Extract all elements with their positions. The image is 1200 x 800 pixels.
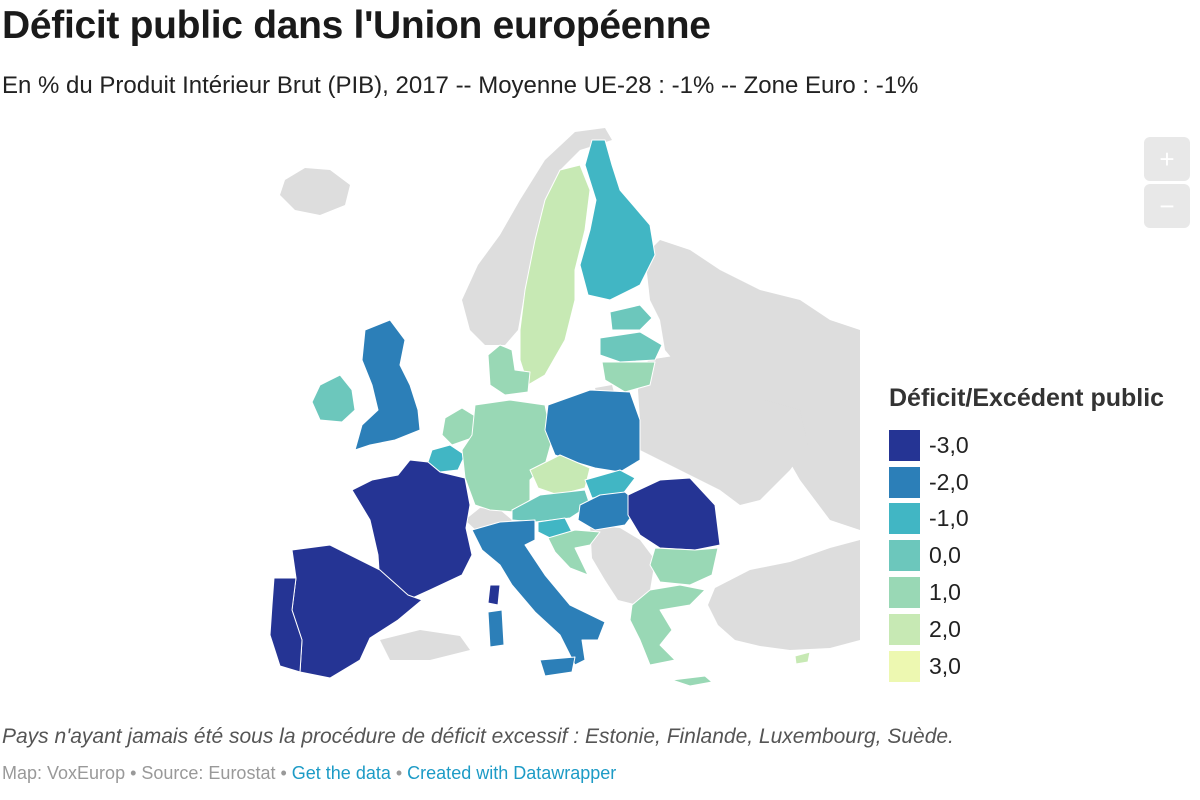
legend-item: 0,0 — [889, 537, 1164, 574]
country-sicily[interactable] — [539, 656, 576, 677]
legend-item: 3,0 — [889, 648, 1164, 685]
country-france[interactable] — [351, 459, 473, 601]
legend-swatch — [889, 540, 920, 572]
footer: Map: VoxEurop • Source: Eurostat • Get t… — [2, 763, 616, 784]
country-uk[interactable] — [354, 319, 421, 451]
legend-swatch — [889, 613, 920, 645]
footer-separator: • — [275, 763, 292, 783]
zoom-out-button[interactable]: − — [1144, 184, 1190, 228]
legend-label: 1,0 — [929, 579, 961, 606]
legend-item: 2,0 — [889, 611, 1164, 648]
legend-label: -1,0 — [929, 505, 969, 532]
legend-label: 3,0 — [929, 652, 961, 679]
country-cyprus[interactable] — [794, 651, 811, 665]
balkans-shape — [590, 525, 655, 605]
country-ireland[interactable] — [311, 374, 356, 423]
country-slovakia[interactable] — [584, 469, 636, 499]
datawrapper-link[interactable]: Created with Datawrapper — [407, 763, 617, 783]
country-bulgaria[interactable] — [649, 547, 719, 586]
legend-swatch — [889, 466, 920, 498]
north-africa-shape — [380, 630, 470, 660]
country-germany[interactable] — [461, 399, 553, 513]
country-romania[interactable] — [627, 477, 721, 551]
legend-label: 0,0 — [929, 542, 961, 569]
legend-label: -3,0 — [929, 431, 969, 458]
country-greece[interactable] — [629, 584, 706, 666]
legend: Déficit/Excédent public -3,0 -2,0 -1,0 0… — [889, 384, 1164, 685]
country-estonia[interactable] — [609, 304, 653, 331]
footer-separator: • — [390, 763, 408, 783]
footer-separator: • — [125, 763, 142, 783]
chart-title: Déficit public dans l'Union européenne — [2, 4, 711, 47]
country-sweden[interactable] — [519, 164, 591, 386]
country-finland[interactable] — [579, 139, 656, 301]
get-data-link[interactable]: Get the data — [291, 763, 391, 783]
country-latvia[interactable] — [599, 331, 663, 363]
map-credit: Map: VoxEurop — [2, 763, 126, 783]
norway-shape — [462, 128, 612, 345]
legend-swatch — [889, 429, 920, 461]
legend-item: 1,0 — [889, 574, 1164, 611]
country-corsica[interactable] — [487, 584, 501, 606]
legend-item: -1,0 — [889, 501, 1164, 538]
iceland-shape — [280, 168, 350, 215]
legend-title: Déficit/Excédent public — [889, 384, 1165, 412]
belarus-ukraine-shape — [638, 355, 808, 505]
legend-swatch — [889, 577, 920, 609]
country-lithuania[interactable] — [601, 361, 656, 393]
legend-swatch — [889, 503, 920, 535]
legend-item: -3,0 — [889, 427, 1164, 464]
country-czechia[interactable] — [529, 454, 591, 496]
country-crete[interactable] — [671, 675, 713, 687]
country-croatia[interactable] — [547, 529, 601, 576]
country-italy[interactable] — [471, 519, 606, 666]
legend-label: 2,0 — [929, 615, 961, 642]
footnote: Pays n'ayant jamais été sous la procédur… — [2, 725, 954, 748]
turkey-shape — [708, 540, 860, 650]
russia-east-shape — [645, 240, 860, 530]
country-sardinia[interactable] — [487, 609, 505, 648]
chart-subtitle: En % du Produit Intérieur Brut (PIB), 20… — [2, 72, 919, 99]
source-credit: Source: Eurostat — [141, 763, 276, 783]
legend-swatch — [889, 650, 920, 682]
zoom-in-button[interactable]: + — [1144, 137, 1190, 181]
legend-label: -2,0 — [929, 468, 969, 495]
legend-item: -2,0 — [889, 464, 1164, 501]
europe-map[interactable] — [0, 115, 860, 705]
country-denmark[interactable] — [487, 344, 531, 396]
country-portugal[interactable] — [269, 577, 303, 673]
